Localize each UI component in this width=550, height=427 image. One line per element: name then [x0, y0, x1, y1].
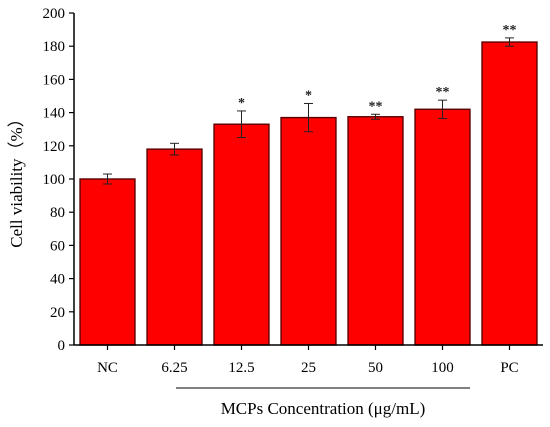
y-tick-label: 200 — [43, 6, 66, 22]
y-tick-label: 100 — [43, 172, 66, 188]
error-bar — [438, 99, 447, 119]
error-bar — [103, 173, 112, 185]
x-tick-label: 6.25 — [161, 360, 187, 376]
y-axis — [69, 12, 75, 346]
y-tick-label: 60 — [50, 238, 65, 254]
y-tick-label: 120 — [43, 139, 66, 155]
significance-marker: ** — [503, 23, 517, 38]
error-bar — [237, 110, 246, 138]
error-bar — [505, 37, 514, 47]
x-tick-label: 100 — [431, 360, 454, 376]
bar — [280, 116, 337, 346]
significance-marker: ** — [436, 85, 450, 100]
x-tick-label: 25 — [301, 360, 316, 376]
x-tick-label: 50 — [368, 360, 383, 376]
error-bars-group — [103, 37, 514, 185]
bar — [213, 123, 270, 346]
bars-group — [79, 41, 538, 346]
bar — [79, 178, 136, 346]
y-axis-title: Cell viability（%） — [7, 110, 26, 247]
y-tick-label: 80 — [50, 205, 65, 221]
x-axis-title: MCPs Concentration (μg/mL) — [221, 399, 426, 418]
y-tick-label: 20 — [50, 305, 65, 321]
y-tick-label: 160 — [43, 72, 66, 88]
bar — [146, 148, 203, 346]
bar — [481, 41, 538, 346]
significance-marker: ** — [369, 99, 383, 114]
x-axis — [74, 344, 543, 389]
error-bar — [371, 113, 380, 120]
x-tick-label: NC — [97, 360, 118, 376]
bar — [347, 116, 404, 346]
error-bar — [304, 102, 313, 133]
y-tick-label: 140 — [43, 106, 66, 122]
x-tick-labels: NC 6.25 12.5 25 50 100 PC — [97, 360, 519, 376]
significance-group: * ******* — [238, 23, 517, 114]
significance-marker: * — [238, 96, 245, 111]
y-tick-labels: 0 20 40 60 80 100 120 140 160 180 200 — [43, 6, 66, 354]
x-tick-label: PC — [500, 360, 518, 376]
x-tick-label: 12.5 — [228, 360, 254, 376]
significance-marker: * — [305, 88, 312, 103]
y-tick-label: 180 — [43, 39, 66, 55]
error-bar — [170, 142, 179, 156]
bar — [414, 108, 471, 346]
y-tick-label: 40 — [50, 272, 65, 288]
y-tick-label: 0 — [58, 338, 66, 354]
